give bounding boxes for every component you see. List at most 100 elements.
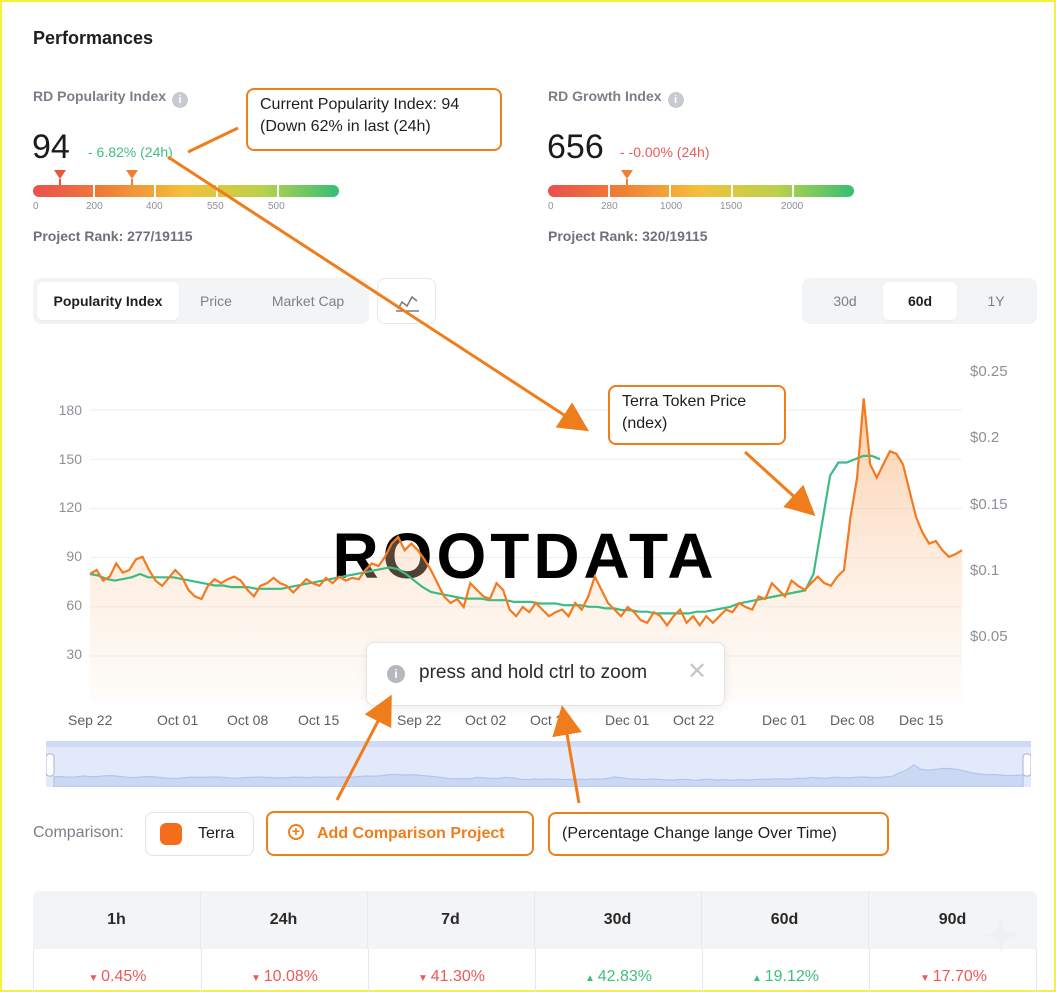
chart-type-button[interactable] [377, 278, 436, 324]
tab-30d[interactable]: 30d [833, 293, 857, 309]
popularity-rank: Project Rank: 277/19115 [33, 228, 193, 244]
change-value-cell: ▼ 0.45% [34, 949, 201, 989]
x-tick: Dec 01 [762, 712, 807, 728]
popularity-label-text: RD Popularity Index [33, 88, 167, 104]
popularity-price-chart[interactable]: ROOTDATA [0, 340, 1056, 740]
popularity-current-marker [54, 170, 66, 179]
y-right-tick: $0.15 [970, 496, 1008, 513]
tab-price[interactable]: Price [200, 293, 232, 309]
x-tick: Dec 01 [605, 712, 650, 728]
popularity-series-line [89, 454, 881, 615]
gauge-tick: 400 [146, 201, 163, 212]
y-left-tick: 150 [58, 451, 82, 467]
y-left-tick: 180 [58, 402, 82, 418]
price-area-fill [90, 398, 962, 700]
info-icon[interactable]: i [172, 92, 189, 108]
price-callout: Terra Token Price (ndex) [608, 385, 786, 445]
close-icon[interactable]: ✕ [687, 658, 708, 685]
growth-index-label: RD Growth Index i [548, 88, 684, 108]
up-triangle-icon: ▲ [585, 973, 598, 984]
growth-gauge [548, 185, 854, 197]
gauge-tick: 200 [86, 201, 103, 212]
tab-60d[interactable]: 60d [883, 282, 957, 320]
column-header: 1h [107, 911, 126, 928]
y-right-tick: $0.25 [970, 363, 1008, 380]
gauge-tick: 500 [268, 201, 285, 212]
info-icon[interactable]: i [667, 92, 684, 108]
y-left-tick: 90 [66, 548, 82, 564]
change-value-text: 17.70% [932, 968, 987, 985]
x-tick: Oct 15 [298, 712, 340, 728]
comparison-project-chip[interactable]: Terra [145, 812, 254, 856]
info-icon: i [387, 665, 405, 683]
y-right-tick: $0.2 [970, 429, 1000, 446]
sparkle-icon [982, 916, 1020, 954]
comparison-project-name: Terra [198, 825, 235, 842]
line-chart-icon [396, 295, 419, 312]
navigator-right-handle[interactable] [1022, 753, 1031, 777]
gauge-tick: 1000 [660, 201, 683, 212]
down-triangle-icon: ▼ [920, 973, 933, 984]
x-tick: Dec 15 [899, 712, 944, 728]
y-left-tick: 120 [58, 499, 82, 515]
gauge-tick: 550 [207, 201, 224, 212]
project-color-swatch [160, 823, 182, 845]
popularity-previous-marker [126, 170, 138, 179]
x-tick: Oct 01 [157, 712, 199, 728]
down-triangle-icon: ▼ [88, 973, 102, 984]
x-tick: Oct 22 [530, 712, 572, 728]
x-tick: Oct 22 [673, 712, 715, 728]
percentage-callout: (Percentage Change lange Over Time) [548, 812, 889, 856]
performance-table-row: ▼ 0.45% ▼ 10.08% ▼ 41.30% ▲ 42.83% ▲ 19.12% ▼… [33, 949, 1037, 992]
down-triangle-icon: ▼ [418, 973, 431, 984]
zoom-tooltip: i press and hold ctrl to zoom ✕ [366, 642, 725, 706]
change-value-cell: ▲ 42.83% [535, 949, 702, 989]
change-value-cell: ▼ 17.70% [869, 949, 1036, 989]
popularity-index-label: RD Popularity Index i [33, 88, 189, 108]
change-value-cell: ▼ 41.30% [368, 949, 535, 989]
range-tab-group: 30d 60d 1Y [802, 278, 1037, 324]
popularity-prev-stem [131, 179, 133, 185]
change-value-text: 42.83% [597, 968, 652, 985]
gauge-tick: 0 [33, 201, 39, 212]
callout-line: (ndex) [622, 415, 668, 432]
change-value-cell: ▼ 10.08% [201, 949, 368, 989]
growth-delta: - -0.00% (24h) [620, 144, 710, 160]
callout-line: Current Popularity Index: 94 [260, 96, 460, 113]
growth-current-marker [621, 170, 633, 179]
column-header: 60d [770, 911, 799, 928]
y-right-tick: $0.05 [970, 628, 1008, 645]
change-value-text: 0.45% [101, 968, 147, 985]
navigator-series [53, 764, 1024, 787]
add-comparison-button[interactable]: + Add Comparison Project [266, 811, 534, 856]
gauge-tick: 2000 [781, 201, 804, 212]
zoom-tooltip-text: press and hold ctrl to zoom [419, 662, 648, 683]
popularity-delta: - 6.82% (24h) [88, 144, 173, 160]
x-tick: Dec 08 [830, 712, 875, 728]
add-circle-icon: + [288, 824, 304, 840]
x-tick: Sep 22 [397, 712, 442, 728]
add-comparison-label: Add Comparison Project [317, 825, 505, 842]
range-navigator[interactable] [46, 741, 1031, 787]
x-tick: Oct 08 [227, 712, 269, 728]
gauge-tick: 1500 [720, 201, 743, 212]
section-title: Performances [33, 28, 154, 48]
y-left-tick: 60 [66, 597, 82, 613]
tab-market-cap[interactable]: Market Cap [271, 293, 345, 309]
growth-value: 656 [547, 128, 604, 166]
comparison-label: Comparison: [33, 824, 124, 841]
column-header: 7d [441, 911, 460, 928]
change-value-cell: ▲ 19.12% [702, 949, 869, 989]
navigator-left-handle[interactable] [46, 753, 55, 777]
tab-1y[interactable]: 1Y [987, 293, 1005, 309]
price-series-line [89, 398, 963, 628]
column-header: 90d [938, 911, 967, 928]
callout-line: (Down 62% in last (24h) [260, 118, 431, 135]
y-left-tick: 30 [66, 646, 82, 662]
popularity-callout: Current Popularity Index: 94 (Down 62% i… [246, 88, 502, 151]
column-header: 30d [603, 911, 632, 928]
growth-marker-stem [626, 179, 628, 185]
metric-tab-group: Popularity Index Price Market Cap [33, 278, 369, 324]
tab-popularity-index[interactable]: Popularity Index [37, 282, 179, 320]
up-triangle-icon: ▲ [752, 973, 765, 984]
